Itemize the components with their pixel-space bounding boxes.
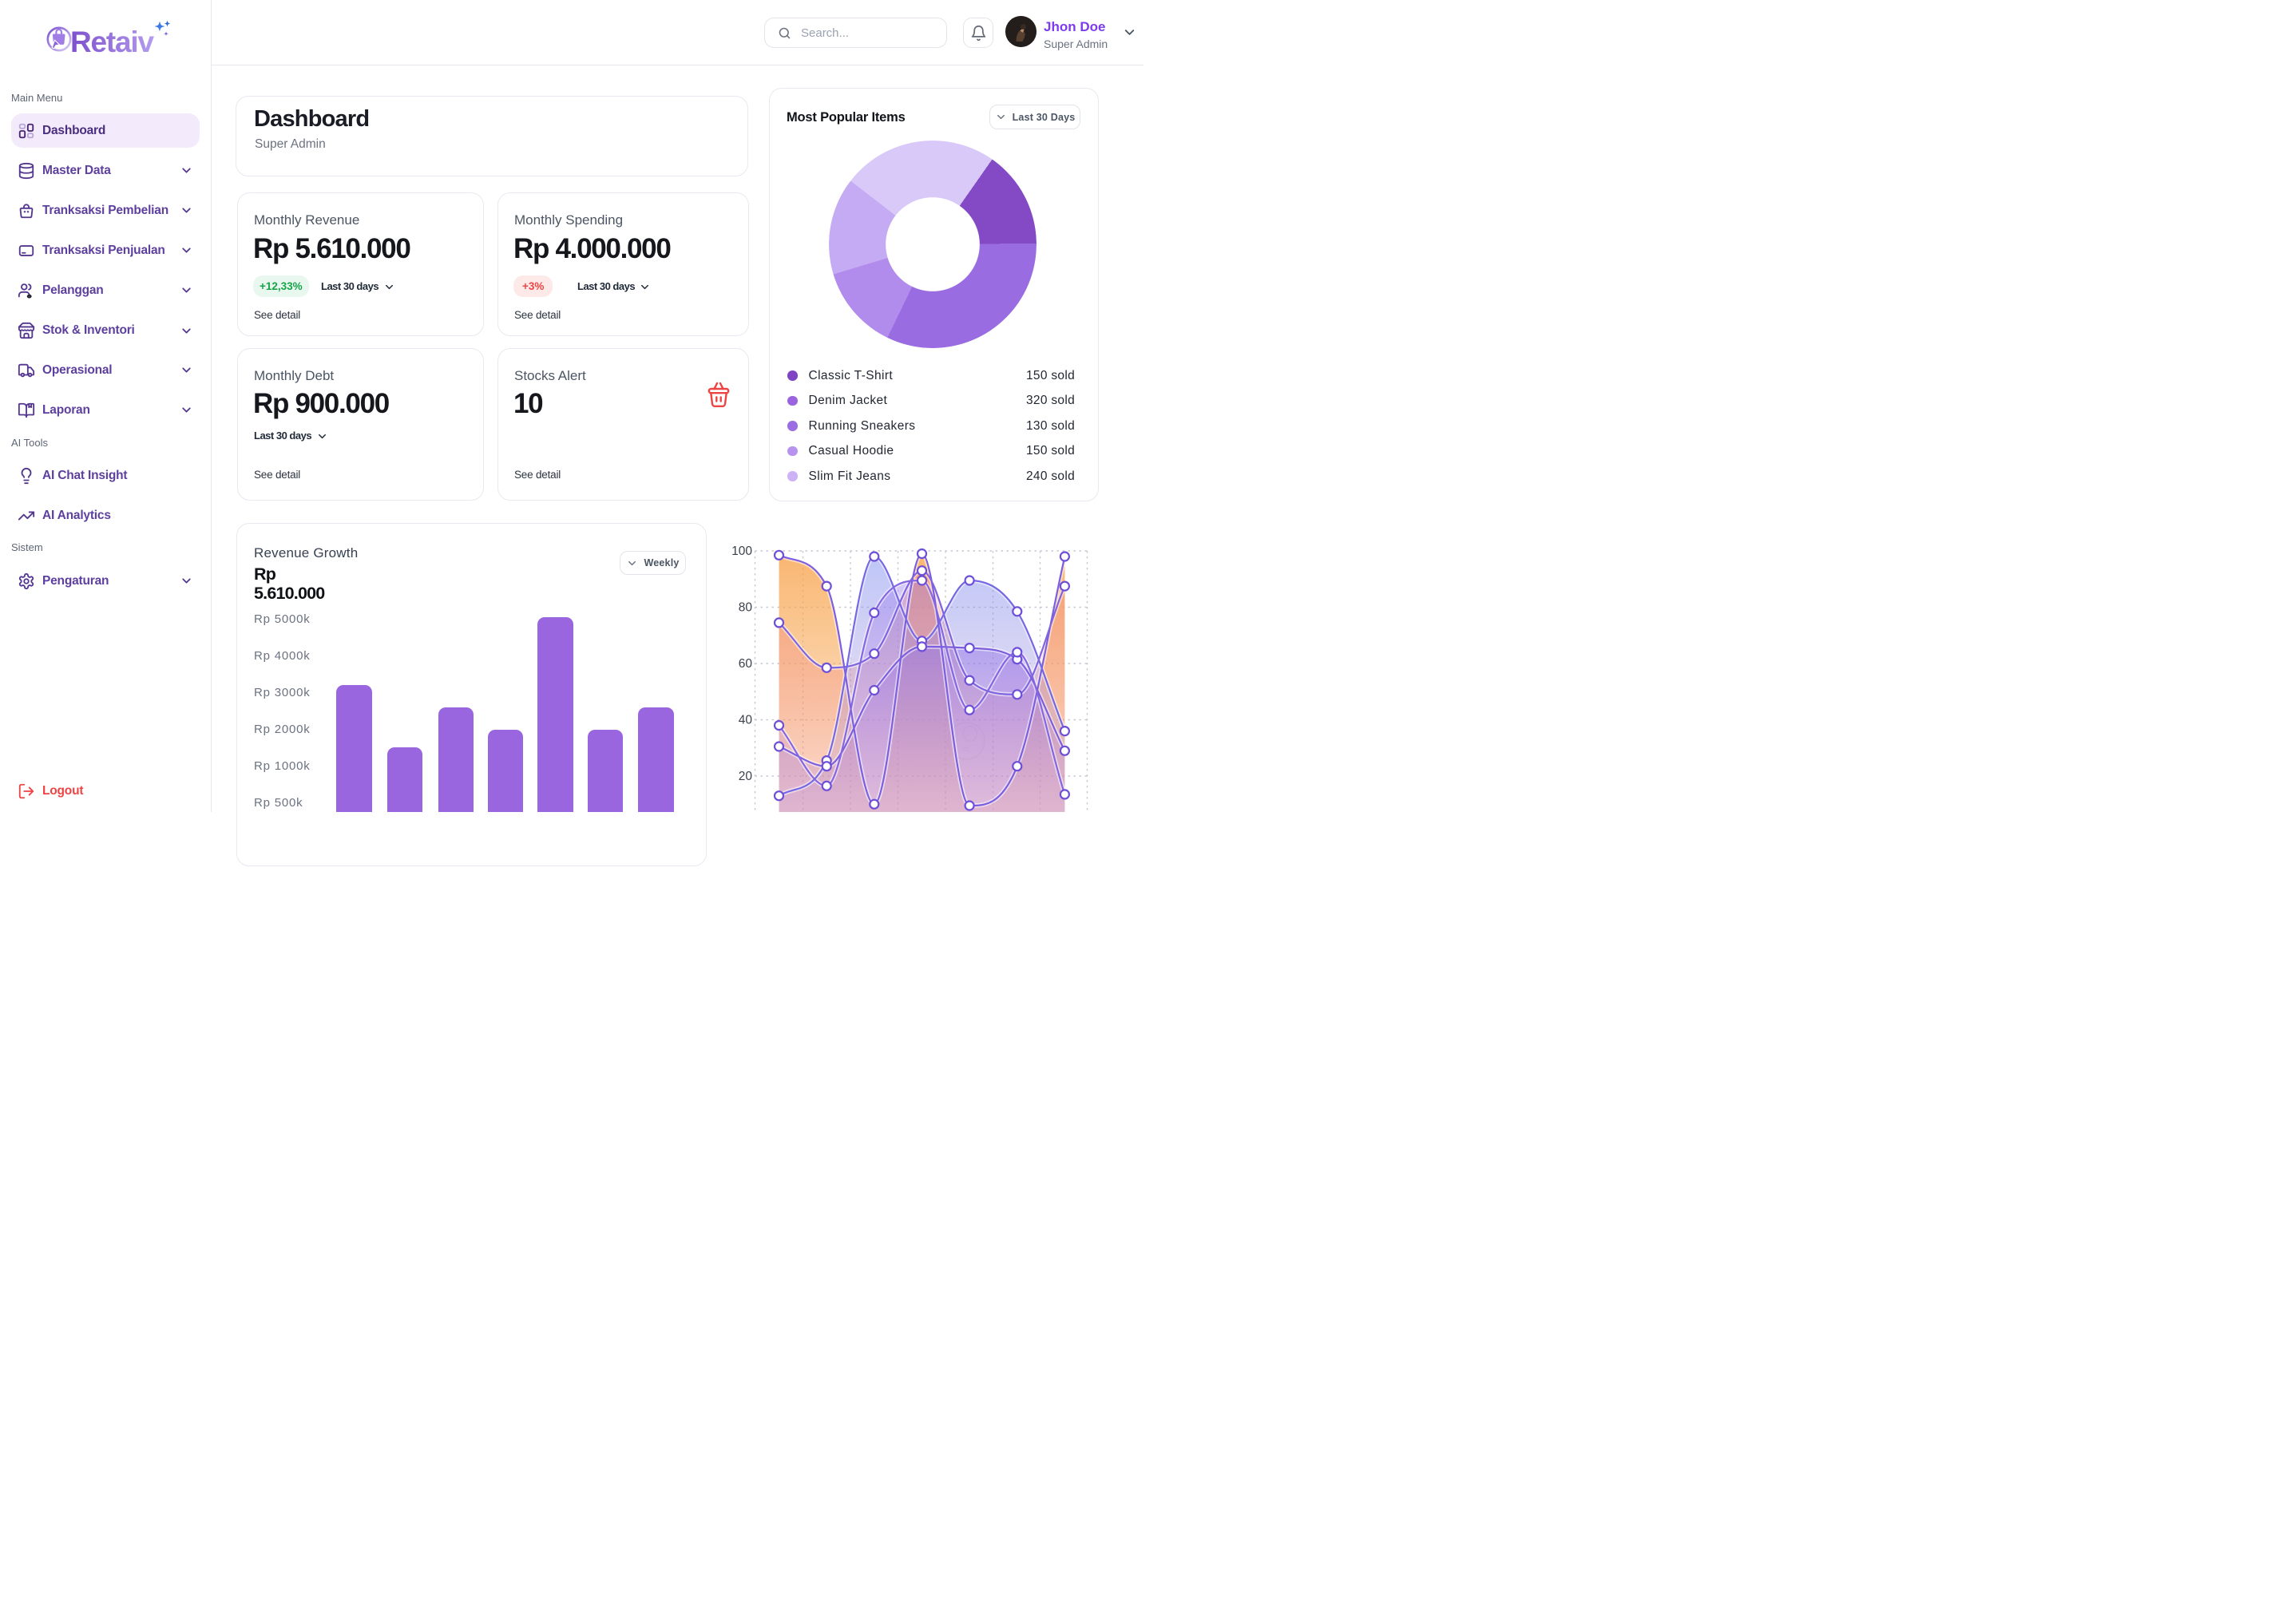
svg-text:80: 80	[739, 601, 753, 615]
svg-text:Retaiv: Retaiv	[70, 26, 154, 57]
svg-text:20: 20	[739, 770, 753, 783]
svg-text:60: 60	[739, 657, 753, 671]
svg-text:40: 40	[739, 714, 753, 727]
svg-text:100: 100	[731, 545, 752, 558]
